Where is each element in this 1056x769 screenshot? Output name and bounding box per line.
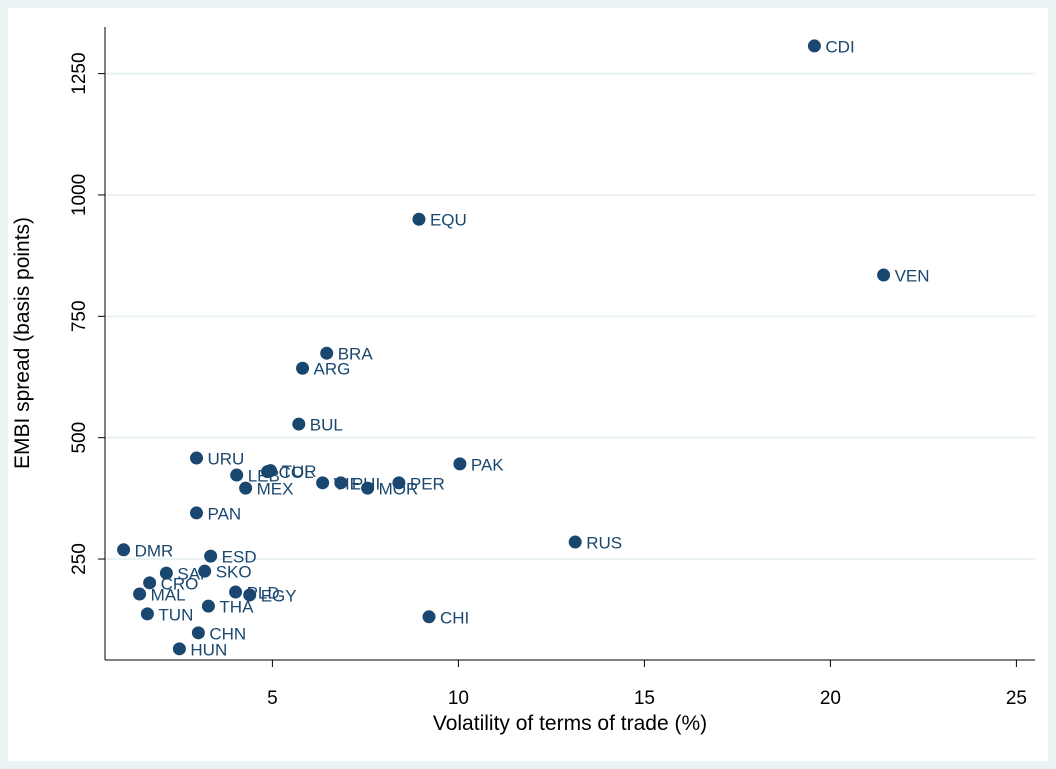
point-label: CHN [209,624,246,643]
point-label: MAL [151,585,186,604]
point-label: EQU [430,211,467,230]
point [877,268,891,282]
point-label: CHI [440,608,469,627]
point [392,476,406,490]
point-label: TUR [282,462,317,481]
point-label: ESD [222,548,257,567]
panel [8,8,1048,761]
point [361,481,375,495]
point [412,212,426,226]
point-label: PAK [471,455,504,474]
x-tick-label: 15 [634,688,655,709]
point [243,588,257,602]
y-tick-label: 750 [69,300,90,332]
point-label: MEX [257,480,294,499]
y-tick-label: 250 [69,543,90,575]
point-label: BUL [310,416,343,435]
point [133,587,147,601]
point-label: ARG [314,360,351,379]
point [198,564,212,578]
point-label: VEN [895,267,930,286]
point [117,543,131,557]
y-tick-label: 500 [69,422,90,454]
y-tick-label: 1250 [69,52,90,94]
point [230,468,244,482]
point [201,599,215,613]
x-tick-label: 25 [1006,688,1027,709]
point [292,417,306,431]
point-label: THA [219,598,254,617]
point [568,535,582,549]
point [143,576,157,590]
point [204,549,218,563]
point-label: CDI [825,37,854,56]
point [453,457,467,471]
point-label: RUS [586,534,622,553]
point-label: PER [410,474,445,493]
point [296,361,310,375]
point [140,607,154,621]
point-label: TUN [158,605,193,624]
point [191,626,205,640]
point [229,585,243,599]
x-axis-title: Volatility of terms of trade (%) [433,712,707,735]
point [422,610,436,624]
point [159,566,173,580]
point-label: COL [279,463,314,482]
point-label: CRO [161,574,199,593]
point-label: URU [208,450,245,469]
point-label: PAN [208,504,242,523]
point [320,346,334,360]
point [807,39,821,53]
point-label: MOR [379,480,419,499]
x-tick-label: 20 [820,688,841,709]
point [316,476,330,490]
y-tick-label: 1000 [69,174,90,216]
point-label: DMR [135,541,174,560]
y-axis-title: EMBI spread (basis points) [11,217,34,469]
point-label: SKO [216,563,252,582]
x-tick-label: 10 [448,688,469,709]
point-label: HUN [190,640,227,659]
point [190,451,204,465]
point-label: BRA [338,345,374,364]
point [264,464,278,478]
point [190,506,204,520]
point [172,642,186,656]
point [334,476,348,490]
x-tick-label: 5 [267,688,278,709]
point-label: EGY [261,586,297,605]
point [239,481,253,495]
